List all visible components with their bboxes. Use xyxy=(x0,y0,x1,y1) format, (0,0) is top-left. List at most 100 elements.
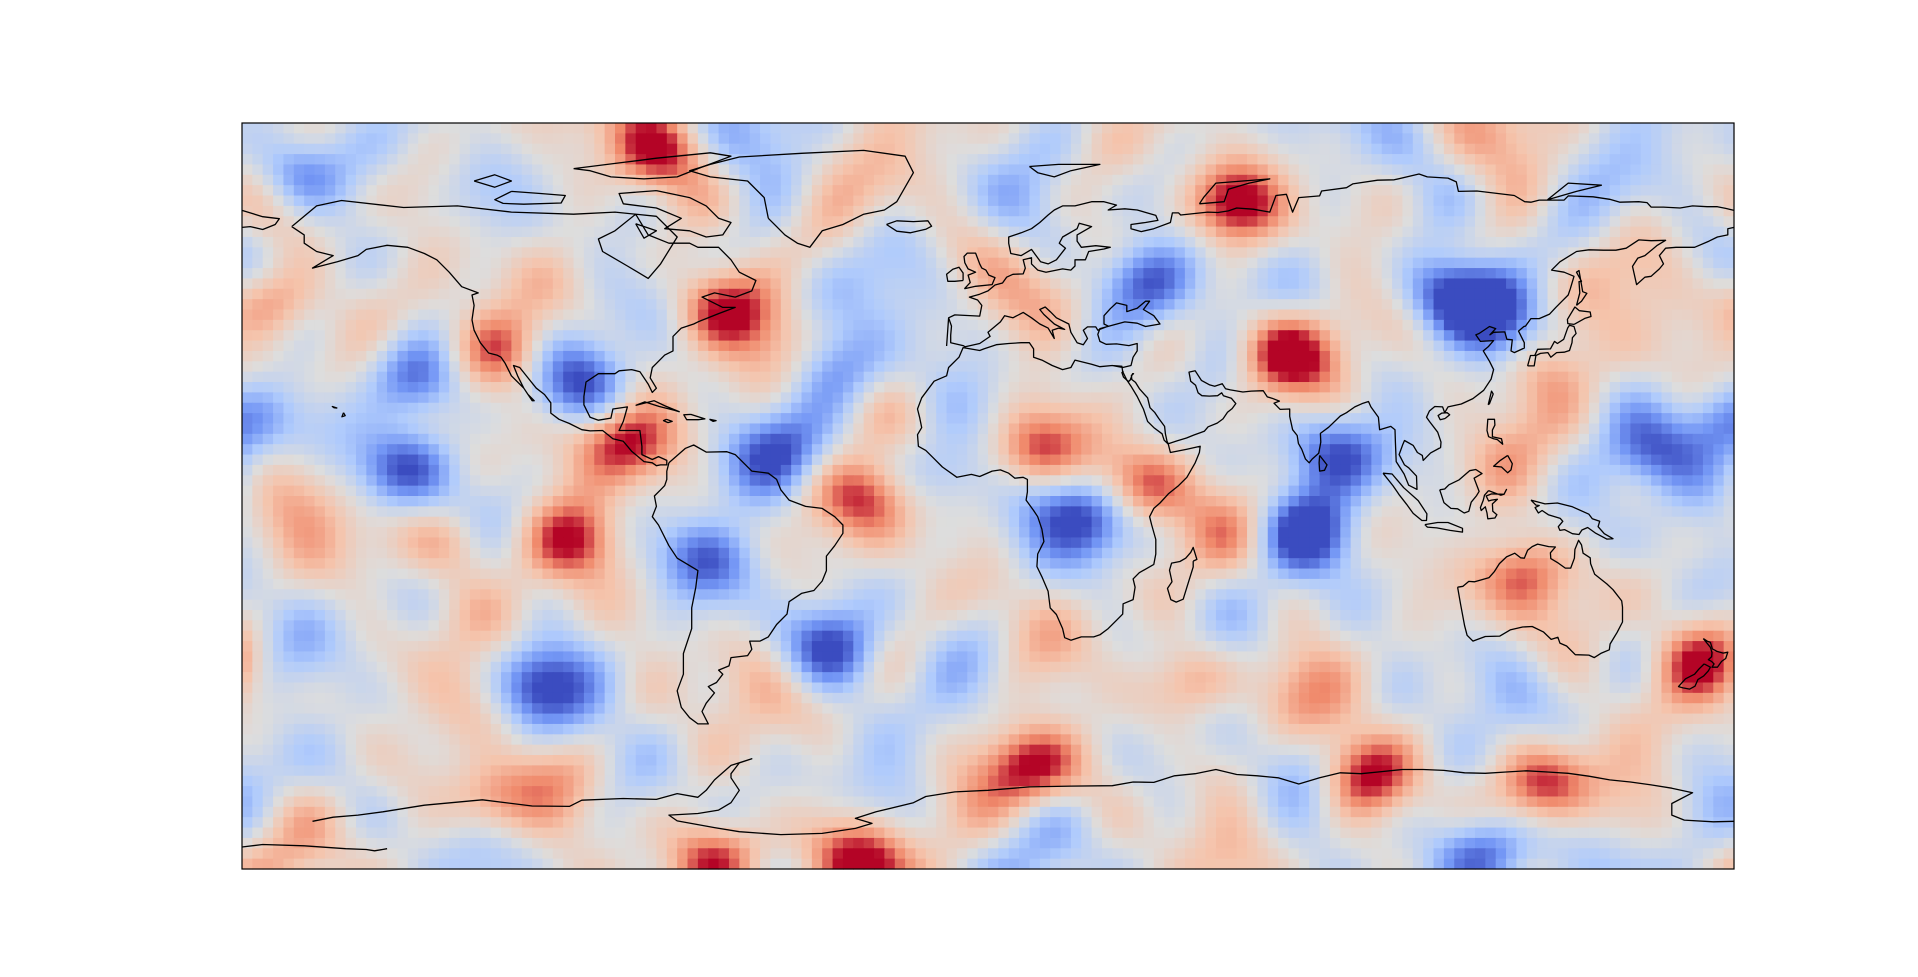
heatmap-cell xyxy=(1661,205,1673,217)
heatmap-cell xyxy=(1112,288,1124,300)
heatmap-cell xyxy=(1526,319,1538,331)
heatmap-cell xyxy=(842,392,854,404)
heatmap-cell xyxy=(1702,133,1714,145)
heatmap-cell xyxy=(418,195,430,207)
heatmap-cell xyxy=(1423,268,1435,280)
heatmap-cell xyxy=(314,413,326,425)
heatmap-cell xyxy=(1174,423,1186,435)
heatmap-cell xyxy=(407,423,419,435)
heatmap-cell xyxy=(1350,123,1362,134)
heatmap-cell xyxy=(853,174,865,186)
heatmap-cell xyxy=(438,143,450,155)
heatmap-cell xyxy=(573,454,585,466)
heatmap-cell xyxy=(1101,226,1113,238)
heatmap-cell xyxy=(1133,371,1145,383)
heatmap-cell xyxy=(1474,382,1486,393)
heatmap-cell xyxy=(1692,402,1704,414)
heatmap-cell xyxy=(708,423,720,435)
heatmap-cell xyxy=(894,464,906,476)
heatmap-cell xyxy=(366,454,378,466)
heatmap-cell xyxy=(998,278,1010,290)
heatmap-cell xyxy=(480,350,492,362)
heatmap-cell xyxy=(511,402,523,414)
heatmap-cell xyxy=(1164,392,1176,404)
heatmap-cell xyxy=(811,423,823,435)
heatmap-cell xyxy=(1257,444,1269,456)
heatmap-cell xyxy=(822,423,834,435)
heatmap-cell xyxy=(1029,195,1041,207)
heatmap-cell xyxy=(739,444,751,456)
heatmap-cell xyxy=(666,444,678,456)
heatmap-cell xyxy=(925,340,937,352)
heatmap-cell xyxy=(1267,257,1279,269)
heatmap-cell xyxy=(563,475,575,487)
heatmap-cell xyxy=(1133,133,1145,145)
heatmap-cell xyxy=(1247,464,1258,476)
heatmap-cell xyxy=(853,371,865,383)
heatmap-cell xyxy=(625,330,637,342)
heatmap-cell xyxy=(760,319,772,331)
heatmap-cell xyxy=(915,299,927,311)
heatmap-cell xyxy=(1133,361,1145,373)
heatmap-cell xyxy=(501,382,512,393)
heatmap-cell xyxy=(1226,278,1238,290)
heatmap-cell xyxy=(1671,226,1683,238)
heatmap-cell xyxy=(1247,143,1258,155)
heatmap-cell xyxy=(1101,195,1113,207)
heatmap-cell xyxy=(469,330,481,342)
heatmap-cell xyxy=(604,454,616,466)
heatmap-cell xyxy=(1205,257,1217,269)
heatmap-cell xyxy=(780,340,792,352)
heatmap-cell xyxy=(874,174,885,186)
heatmap-cell xyxy=(418,371,430,383)
heatmap-cell xyxy=(666,278,678,290)
heatmap-cell xyxy=(1692,226,1704,238)
heatmap-cell xyxy=(1174,371,1186,383)
heatmap-cell xyxy=(314,475,326,487)
heatmap-cell xyxy=(1081,444,1093,456)
heatmap-cell xyxy=(428,123,440,134)
heatmap-cell xyxy=(273,382,285,393)
heatmap-cell xyxy=(1474,392,1486,404)
heatmap-cell xyxy=(314,154,326,166)
heatmap-cell xyxy=(1640,247,1652,259)
heatmap-cell xyxy=(1298,454,1310,466)
heatmap-cell xyxy=(1215,143,1227,155)
heatmap-cell xyxy=(1506,216,1518,228)
heatmap-cell xyxy=(262,413,274,425)
heatmap-cell xyxy=(490,216,502,228)
heatmap-cell xyxy=(1257,154,1269,166)
heatmap-cell xyxy=(1060,309,1072,321)
heatmap-cell xyxy=(397,268,409,280)
heatmap-cell xyxy=(366,164,378,176)
heatmap-cell xyxy=(728,330,740,342)
heatmap-cell xyxy=(1485,319,1497,331)
heatmap-cell xyxy=(977,454,989,466)
heatmap-cell xyxy=(646,423,658,435)
heatmap-cell xyxy=(635,309,647,321)
heatmap-cell xyxy=(925,154,937,166)
heatmap-cell xyxy=(521,454,533,466)
heatmap-cell xyxy=(490,382,502,393)
heatmap-cell xyxy=(1236,454,1248,466)
heatmap-cell xyxy=(822,205,834,217)
heatmap-cell xyxy=(1278,413,1290,425)
heatmap-cell xyxy=(1174,340,1186,352)
heatmap-cell xyxy=(697,226,709,238)
heatmap-cell xyxy=(1340,423,1352,435)
heatmap-cell xyxy=(1692,309,1704,321)
heatmap-cell xyxy=(1298,164,1310,176)
heatmap-cell xyxy=(1723,454,1735,466)
heatmap-cell xyxy=(697,475,709,487)
heatmap-cell xyxy=(469,454,481,466)
heatmap-cell xyxy=(801,185,813,197)
heatmap-cell xyxy=(1599,433,1611,445)
heatmap-cell xyxy=(967,444,979,456)
heatmap-cell xyxy=(242,195,253,207)
heatmap-cell xyxy=(1236,350,1248,362)
heatmap-cell xyxy=(625,464,637,476)
heatmap-cell xyxy=(832,278,844,290)
heatmap-cell xyxy=(335,143,347,155)
heatmap-cell xyxy=(449,185,461,197)
heatmap-cell xyxy=(1257,475,1269,487)
